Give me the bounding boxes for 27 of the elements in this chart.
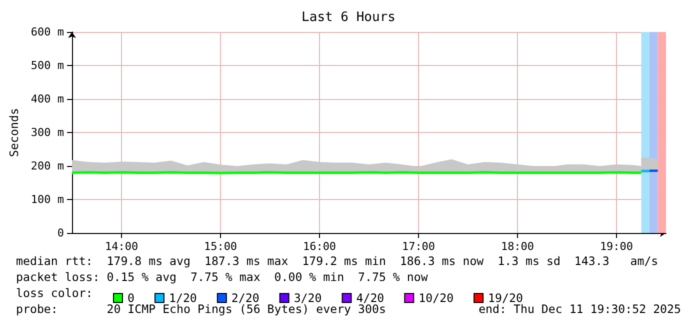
y-tick-label: 300 m [30, 126, 64, 139]
y-tick-label: 400 m [30, 92, 64, 106]
y-tick-label: 100 m [30, 193, 64, 206]
legend-label: 1/20 [168, 291, 197, 305]
chart-title: Last 6 Hours [302, 10, 396, 25]
y-tick-label: 600 m [30, 26, 64, 38]
legend-label: 4/20 [356, 291, 384, 305]
legend-title: loss color: [16, 286, 93, 300]
y-tick-label: 200 m [30, 160, 64, 172]
x-tick-label: 17:00 [402, 240, 436, 253]
y-tick-label: 0 [57, 226, 64, 240]
legend-label: 2/20 [231, 291, 260, 305]
y-tick-label: 500 m [30, 59, 64, 72]
legend-label: 0 [128, 291, 134, 305]
text: packet loss: 0.15 % avg 7.75 % max 0.00 % min 7.75 % now [16, 270, 428, 284]
text: end: Thu Dec 11 19:30:52 2025 [478, 302, 682, 316]
legend-label: 19/20 [488, 291, 523, 305]
text: median rtt: 179.8 ms avg 187.3 ms max 179.2 ms min 186.3 ms now 1.3 ms sd 143.3 am/s [16, 254, 658, 268]
legend-label: 10/20 [418, 291, 454, 305]
x-tick-label: 18:00 [500, 240, 534, 253]
text: probe: 20 ICMP Echo Pings (56 Bytes) every 300s [16, 302, 386, 316]
x-tick-label: 14:00 [104, 240, 138, 253]
y-axis-title: Seconds [7, 108, 21, 157]
x-tick-label: 19:00 [600, 240, 634, 253]
x-tick-label: 15:00 [204, 240, 238, 253]
legend-label: 3/20 [294, 291, 322, 305]
x-tick-label: 16:00 [302, 240, 336, 253]
